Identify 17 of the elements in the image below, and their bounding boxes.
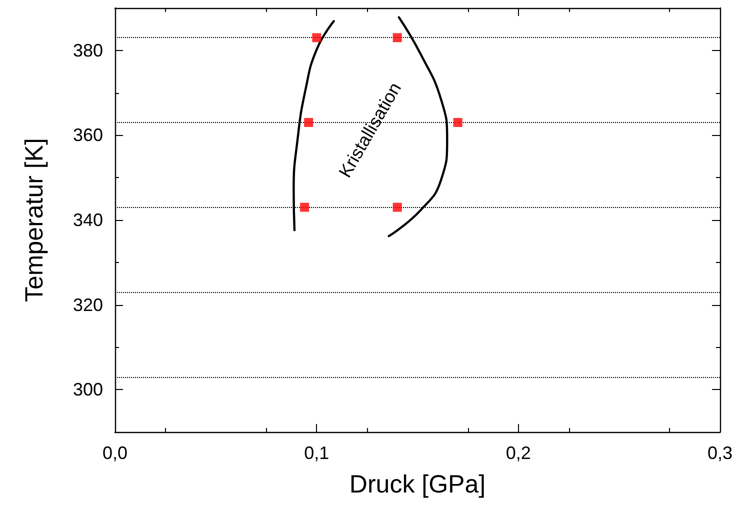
point [304,118,314,127]
x-axis-title: Druck [GPa] [349,470,486,498]
point [392,202,402,212]
x-tick-label: 0,1 [304,443,330,463]
point [392,33,402,42]
y-tick-label: 320 [72,294,103,315]
point [300,202,310,212]
y-tick-label: 300 [72,380,103,400]
point [312,33,322,42]
point [453,118,462,127]
y-tick-label: 340 [72,210,103,230]
x-tick-label: 0,0 [102,443,128,463]
x-tick-label: 0,2 [506,443,531,463]
y-tick-label: 380 [72,40,103,60]
y-tick-label: 360 [72,125,103,146]
x-tick-label: 0,3 [707,443,733,463]
y-axis-title: Temperatur [K] [20,138,48,302]
